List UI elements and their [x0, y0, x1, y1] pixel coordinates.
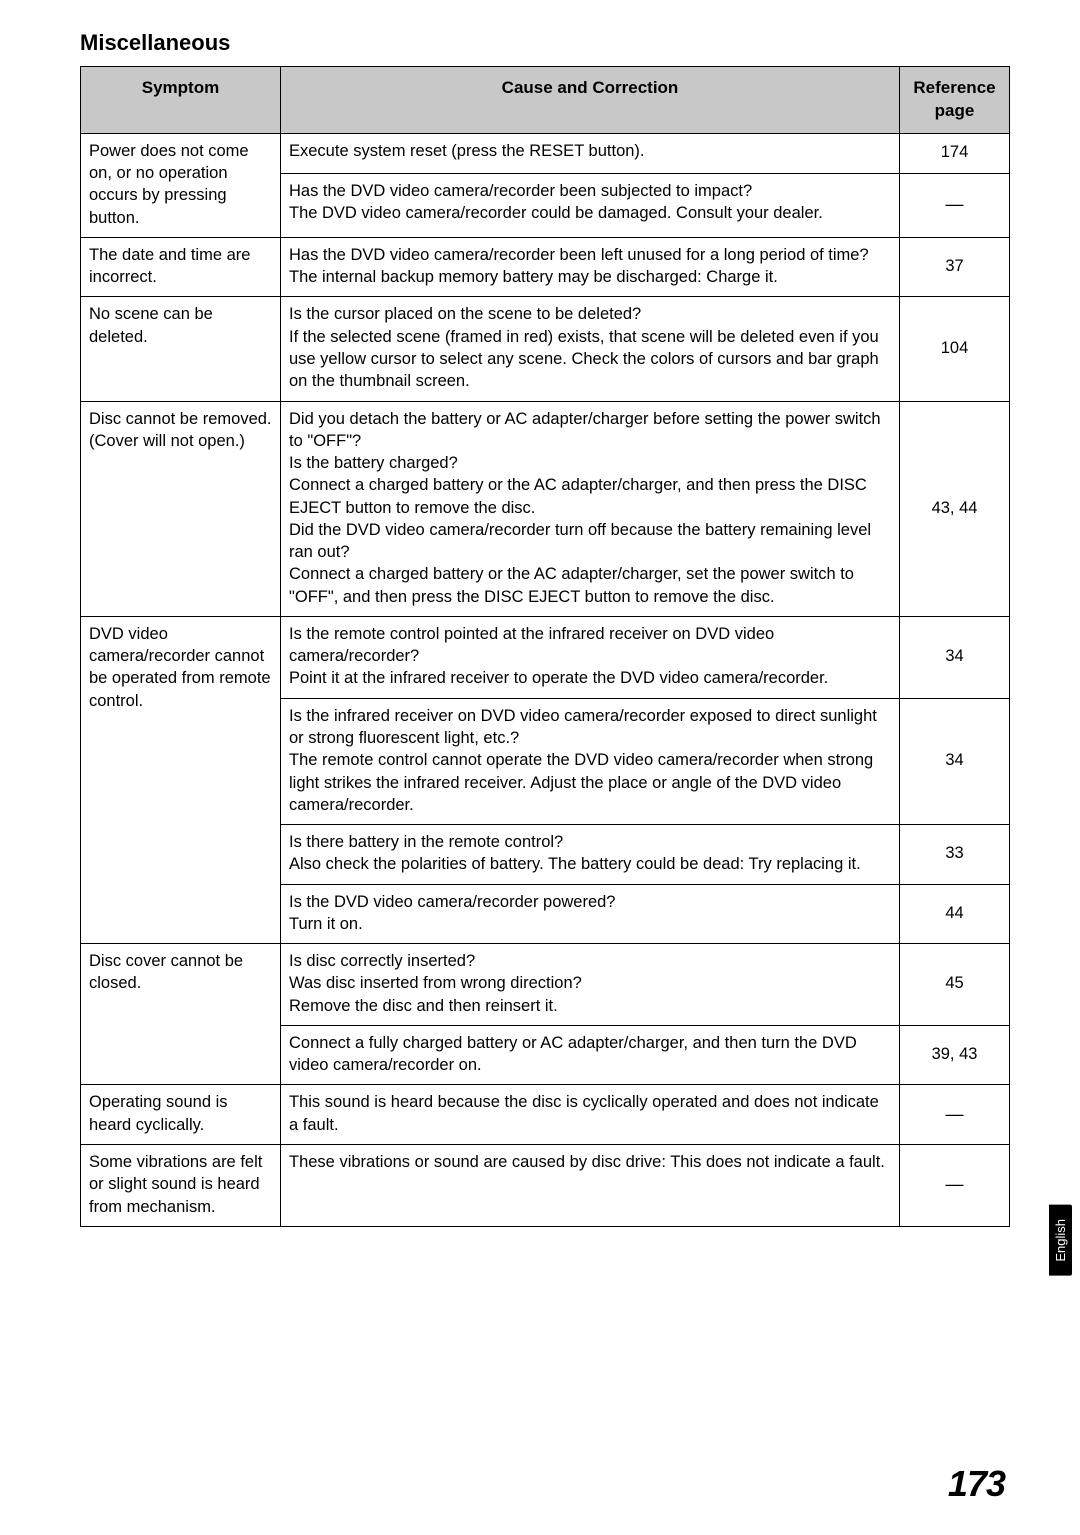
symptom-cell: Power does not come on, or no operation …	[81, 133, 281, 237]
cause-cell: Is the DVD video camera/recorder powered…	[281, 884, 900, 944]
reference-cell: —	[900, 1085, 1010, 1145]
reference-cell: 37	[900, 237, 1010, 297]
reference-cell: —	[900, 173, 1010, 237]
troubleshooting-table: Symptom Cause and Correction Reference p…	[80, 66, 1010, 1227]
table-row: Disc cover cannot be closed.Is disc corr…	[81, 944, 1010, 1026]
table-body: Power does not come on, or no operation …	[81, 133, 1010, 1226]
cause-cell: Connect a fully charged battery or AC ad…	[281, 1025, 900, 1085]
symptom-cell: Operating sound is heard cyclically.	[81, 1085, 281, 1145]
table-row: Operating sound is heard cyclically.This…	[81, 1085, 1010, 1145]
cause-cell: Did you detach the battery or AC adapter…	[281, 401, 900, 616]
reference-cell: —	[900, 1144, 1010, 1226]
cause-cell: Is the infrared receiver on DVD video ca…	[281, 698, 900, 824]
reference-cell: 39, 43	[900, 1025, 1010, 1085]
page-number: 173	[948, 1463, 1005, 1505]
cause-cell: Has the DVD video camera/recorder been s…	[281, 173, 900, 237]
cause-cell: This sound is heard because the disc is …	[281, 1085, 900, 1145]
reference-cell: 45	[900, 944, 1010, 1026]
cause-cell: Is the remote control pointed at the inf…	[281, 616, 900, 698]
symptom-cell: No scene can be deleted.	[81, 297, 281, 401]
symptom-cell: Disc cover cannot be closed.	[81, 944, 281, 1085]
table-row: The date and time are incorrect.Has the …	[81, 237, 1010, 297]
table-row: Some vibrations are felt or slight sound…	[81, 1144, 1010, 1226]
reference-cell: 44	[900, 884, 1010, 944]
table-row: Power does not come on, or no operation …	[81, 133, 1010, 173]
page-content: Miscellaneous Symptom Cause and Correcti…	[0, 0, 1080, 1257]
header-reference: Reference page	[900, 67, 1010, 134]
reference-cell: 34	[900, 616, 1010, 698]
cause-cell: Has the DVD video camera/recorder been l…	[281, 237, 900, 297]
symptom-cell: The date and time are incorrect.	[81, 237, 281, 297]
reference-cell: 33	[900, 825, 1010, 885]
section-title: Miscellaneous	[80, 30, 1010, 56]
language-tab: English	[1049, 1205, 1072, 1276]
reference-cell: 174	[900, 133, 1010, 173]
cause-cell: These vibrations or sound are caused by …	[281, 1144, 900, 1226]
table-row: Disc cannot be removed. (Cover will not …	[81, 401, 1010, 616]
reference-cell: 34	[900, 698, 1010, 824]
symptom-cell: DVD video camera/recorder cannot be oper…	[81, 616, 281, 943]
reference-cell: 43, 44	[900, 401, 1010, 616]
symptom-cell: Disc cannot be removed. (Cover will not …	[81, 401, 281, 616]
header-symptom: Symptom	[81, 67, 281, 134]
table-header-row: Symptom Cause and Correction Reference p…	[81, 67, 1010, 134]
cause-cell: Execute system reset (press the RESET bu…	[281, 133, 900, 173]
cause-cell: Is there battery in the remote control? …	[281, 825, 900, 885]
table-row: DVD video camera/recorder cannot be oper…	[81, 616, 1010, 698]
symptom-cell: Some vibrations are felt or slight sound…	[81, 1144, 281, 1226]
header-cause: Cause and Correction	[281, 67, 900, 134]
reference-cell: 104	[900, 297, 1010, 401]
table-row: No scene can be deleted.Is the cursor pl…	[81, 297, 1010, 401]
cause-cell: Is the cursor placed on the scene to be …	[281, 297, 900, 401]
cause-cell: Is disc correctly inserted? Was disc ins…	[281, 944, 900, 1026]
